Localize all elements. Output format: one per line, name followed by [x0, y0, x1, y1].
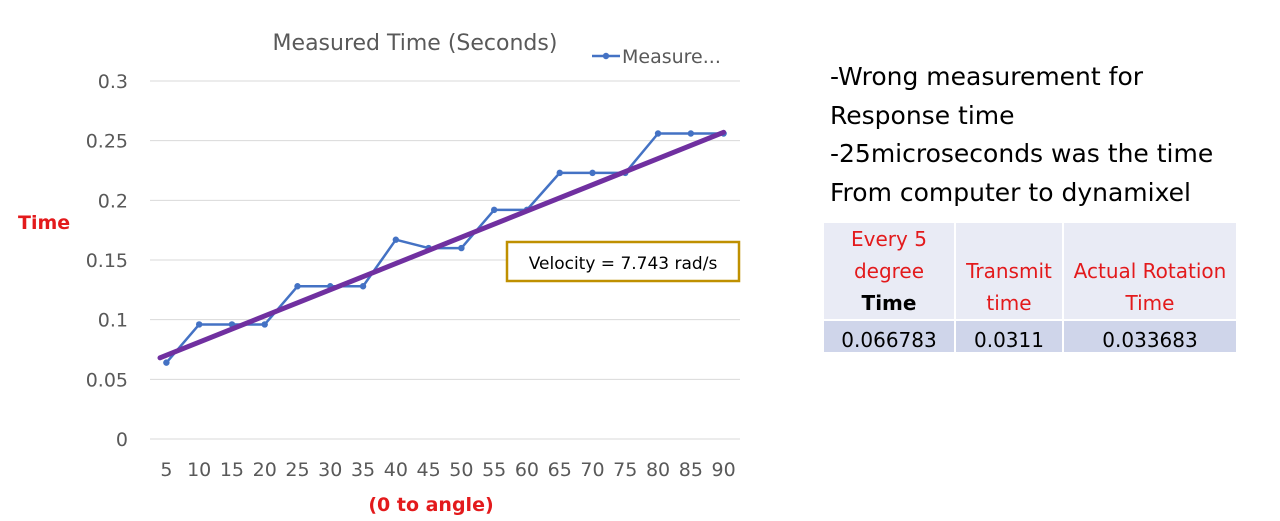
table-header-row: Every 5 degree Time Transmit time Actual…: [824, 223, 1236, 320]
trendline-line: [157, 129, 727, 361]
x-tick-label: 85: [679, 459, 703, 481]
x-tick-label: 20: [253, 459, 277, 481]
annotation-text: Velocity = 7.743 rad/s: [529, 254, 718, 274]
note-line: -25microseconds was the time: [830, 139, 1214, 168]
header-text: Actual Rotation: [1073, 259, 1227, 283]
chart-title: Measured Time (Seconds): [273, 31, 558, 56]
header-cell-actual-rotation-time: Actual Rotation Time: [1062, 223, 1236, 320]
x-tick-label: 10: [187, 459, 211, 481]
x-tick-label: 5: [160, 459, 172, 481]
table-cell: 0.033683: [1062, 319, 1236, 352]
data-point: [392, 236, 400, 243]
y-tick-label: 0.1: [98, 310, 128, 332]
timing-table: Every 5 degree Time Transmit time Actual…: [824, 223, 1236, 352]
data-point: [556, 169, 563, 177]
note-line: From computer to dynamixel: [830, 177, 1191, 207]
data-point: [195, 321, 203, 328]
table-cell: 0.066783: [824, 319, 955, 352]
x-tick-label: 45: [417, 459, 441, 481]
data-point: [261, 321, 268, 328]
header-cell-every-5-degree: Every 5 degree Time: [824, 223, 955, 320]
line-chart: 0 0.05 0.1 0.15 0.2 0.25 0.3 5 10 15 20 25 30 35 40 45…: [18, 31, 741, 516]
legend-point-marker: [602, 52, 610, 60]
x-tick-label: 25: [285, 459, 309, 481]
note-line: Response time: [830, 100, 1015, 130]
header-text: time: [986, 291, 1032, 315]
velocity-annotation: Velocity = 7.743 rad/s: [505, 240, 741, 283]
x-tick-label: 35: [351, 459, 375, 481]
data-point: [687, 130, 695, 137]
data-point: [458, 244, 465, 252]
table-row: 0.066783 0.0311 0.033683: [824, 319, 1236, 352]
data-point: [359, 283, 367, 290]
data-point: [589, 169, 596, 177]
x-tick-label: 65: [548, 459, 572, 481]
y-tick-labels: 0 0.05 0.1 0.15 0.2 0.25 0.3: [86, 71, 128, 451]
annotation-box: [505, 240, 741, 283]
y-tick-label: 0: [116, 429, 128, 451]
legend-label: Measure...: [622, 46, 721, 68]
y-axis-label: Time: [18, 212, 70, 234]
x-tick-labels: 5 10 15 20 25 30 35 40 45 50 55 60 65 70 75 80 85 90: [160, 459, 735, 481]
y-tick-label: 0.15: [86, 250, 128, 272]
trendline: [157, 129, 727, 361]
x-tick-label: 70: [580, 459, 604, 481]
series-line: [165, 132, 724, 364]
data-point: [163, 359, 170, 366]
x-tick-label: 75: [613, 459, 637, 481]
table-cell: 0.0311: [954, 319, 1063, 352]
notes-block: -Wrong measurement for Response time -25…: [830, 58, 1270, 212]
data-point: [490, 206, 498, 214]
y-tick-label: 0.05: [86, 369, 128, 391]
header-cell-transmit-time: Transmit time: [954, 223, 1063, 320]
x-tick-label: 60: [515, 459, 539, 481]
gridlines: [150, 80, 740, 440]
y-tick-label: 0.25: [86, 131, 128, 153]
header-text: degree: [853, 259, 925, 283]
header-text-bold: Time: [861, 291, 917, 315]
header-text: Every 5: [851, 227, 927, 251]
y-tick-label: 0.3: [98, 71, 128, 93]
x-tick-label: 30: [318, 459, 342, 481]
data-point: [294, 283, 301, 290]
x-tick-label: 55: [482, 459, 506, 481]
x-tick-label: 50: [449, 459, 473, 481]
x-tick-label: 15: [220, 459, 244, 481]
legend: Measure...: [592, 46, 721, 68]
header-text: Time: [1125, 291, 1175, 315]
header-text: Transmit: [966, 259, 1052, 283]
y-tick-label: 0.2: [98, 190, 128, 212]
x-tick-label: 90: [712, 459, 736, 481]
x-tick-label: 40: [384, 459, 408, 481]
note-line: -Wrong measurement for: [830, 62, 1144, 91]
data-point: [654, 130, 662, 137]
x-axis-label: (0 to angle): [368, 494, 493, 516]
x-tick-label: 80: [646, 459, 670, 481]
